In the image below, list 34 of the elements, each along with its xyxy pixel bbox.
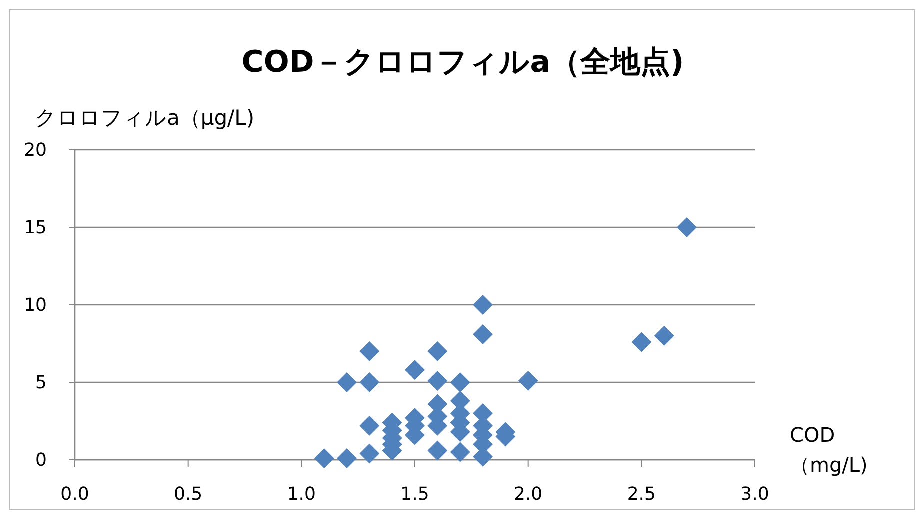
point [677, 218, 697, 238]
x-tick-label: 0.5 [174, 484, 203, 505]
y-axis-title: クロロフィルa（μg/L) [35, 106, 255, 130]
point [428, 342, 448, 362]
point [632, 332, 652, 352]
x-tick-label: 1.5 [400, 484, 430, 505]
y-tick-label: 10 [24, 295, 47, 316]
point [428, 440, 448, 461]
x-tick-label: 3.0 [740, 484, 770, 505]
point [314, 448, 334, 468]
point [360, 372, 380, 392]
x-tick-label: 0.0 [60, 484, 90, 505]
x-tick-label: 1.0 [287, 484, 316, 505]
y-tick-label: 20 [24, 140, 47, 161]
point [360, 342, 380, 362]
point [405, 360, 425, 380]
point [360, 416, 380, 436]
point [654, 326, 674, 346]
y-tick-label: 5 [36, 372, 47, 394]
point [428, 370, 448, 391]
point [337, 448, 357, 468]
point [360, 444, 380, 464]
y-tick-label: 0 [36, 450, 47, 471]
chart-title: COD－クロロフィルa（全地点) [242, 45, 684, 80]
x-axis-title: COD（mg/L) [790, 423, 868, 477]
point [518, 370, 538, 391]
y-tick-label: 15 [24, 218, 47, 238]
point [473, 295, 493, 315]
x-tick-label: 2.5 [627, 484, 656, 505]
point [473, 324, 493, 344]
point [450, 372, 470, 392]
point [337, 372, 357, 392]
x-tick-label: 2.0 [514, 484, 543, 505]
point [450, 442, 470, 462]
